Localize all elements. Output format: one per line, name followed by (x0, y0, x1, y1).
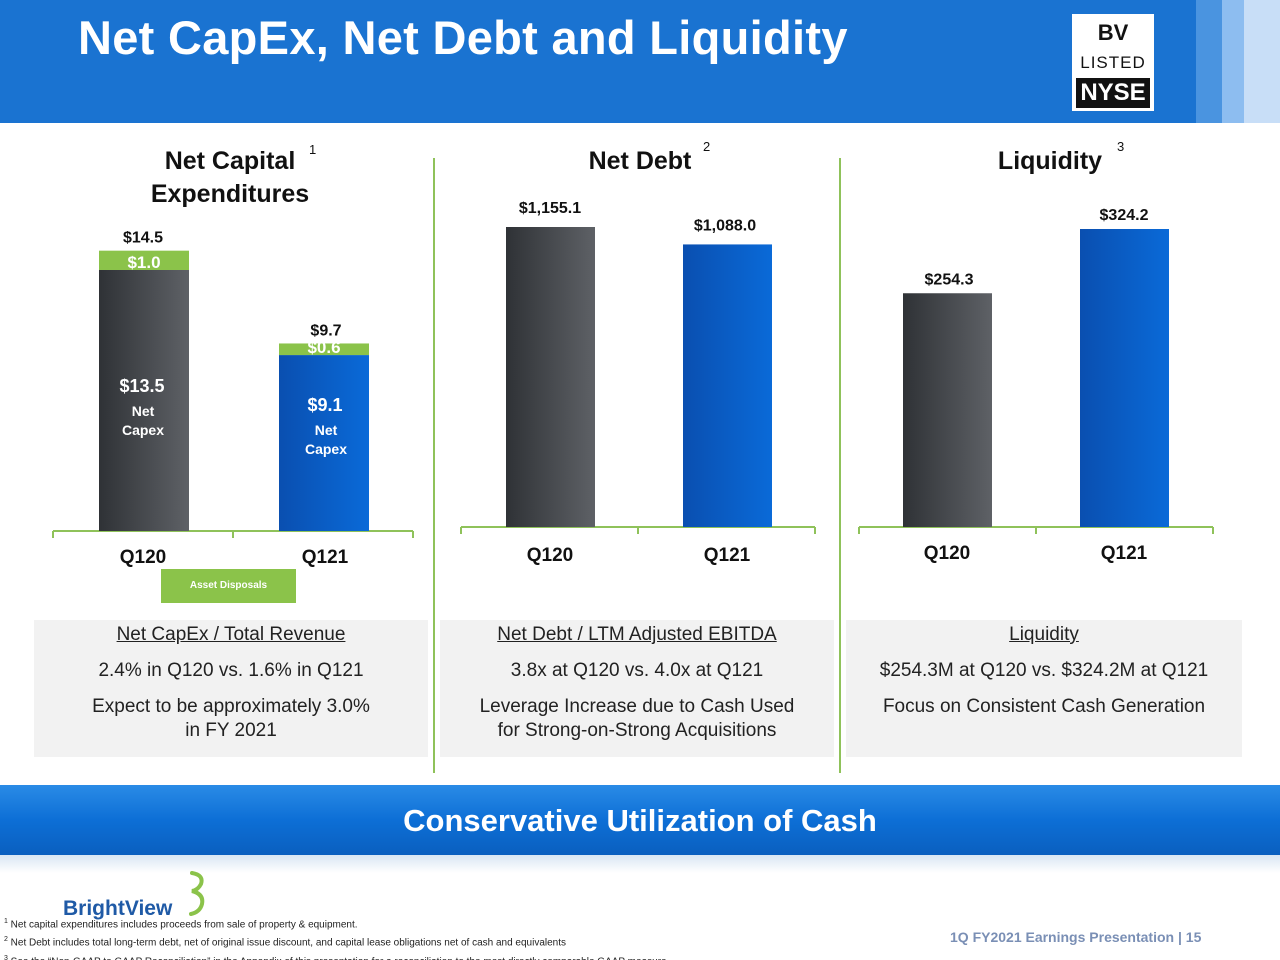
capex-footnote-ref: 1 (309, 142, 317, 157)
debt-info-heading: Net Debt / LTM Adjusted EBITDA (497, 624, 777, 645)
banner-text: Conservative Utilization of Cash (403, 803, 877, 838)
capex-net-label: $9.1 (307, 395, 342, 415)
badge-listed: LISTED (1080, 53, 1146, 72)
debt-title: Net Debt (588, 147, 692, 175)
panel-divider (433, 158, 435, 773)
capex-bar-disposal-Q121 (279, 343, 369, 356)
page-title: Net CapEx, Net Debt and Liquidity (78, 11, 848, 64)
liquidity-category-label: Q120 (924, 543, 970, 564)
debt-info-line1: 3.8x at Q120 vs. 4.0x at Q121 (510, 660, 764, 681)
capex-disposal-label: $0.6 (307, 338, 340, 357)
liquidity-footnote-ref: 3 (1117, 139, 1125, 154)
debt-bar-Q120 (506, 227, 595, 527)
debt-info-line2a: Leverage Increase due to Cash Used (479, 696, 795, 717)
capex-total-label: $9.7 (310, 322, 341, 339)
footnote-text: Net capital expenditures includes procee… (7, 919, 358, 931)
liquidity-category-label: Q121 (1101, 543, 1148, 564)
footnote-1: 1 Net capital expenditures includes proc… (4, 914, 667, 932)
header-stripe (1196, 0, 1222, 123)
capex-net-sublabel: Capex (305, 441, 347, 457)
footnote-3: 3 See the “Non-GAAP to GAAP Reconciliati… (4, 951, 667, 960)
footnote-number: 2 (4, 936, 8, 944)
debt-bar-Q121 (683, 244, 772, 527)
capex-info-heading: Net CapEx / Total Revenue (116, 624, 346, 645)
banner-shadow (0, 855, 1280, 873)
footnote-number: 1 (4, 918, 8, 925)
debt-value-label: $1,155.1 (519, 200, 581, 217)
badge-exchange: NYSE (1076, 78, 1150, 108)
liquidity-title: Liquidity (997, 147, 1103, 175)
liquidity-info-heading: Liquidity (1009, 624, 1079, 645)
debt-info-box: Net Debt / LTM Adjusted EBITDA 3.8x at Q… (440, 620, 834, 757)
capex-net-sublabel: Net (132, 403, 155, 419)
liquidity-info-box: Liquidity $254.3M at Q120 vs. $324.2M at… (846, 620, 1242, 757)
presentation-footer: 1Q FY2021 Earnings Presentation | 15 (950, 929, 1202, 945)
summary-banner: Conservative Utilization of Cash (0, 785, 1280, 855)
liquidity-value-label: $254.3 (925, 271, 974, 288)
capex-bar-net-Q120 (99, 270, 189, 531)
footnote-text: See the “Non-GAAP to GAAP Reconciliation… (8, 956, 667, 960)
footnote-text: Net Debt includes total long-term debt, … (7, 937, 567, 949)
debt-category-label: Q120 (527, 545, 573, 566)
footnotes: 1 Net capital expenditures includes proc… (4, 914, 667, 960)
liquidity-info-line2a: Focus on Consistent Cash Generation (882, 696, 1206, 717)
debt-info-line2b: for Strong-on-Strong Acquisitions (497, 720, 777, 741)
badge-ticker: BV (1097, 20, 1129, 45)
capex-info-line1: 2.4% in Q120 vs. 1.6% in Q121 (98, 660, 364, 681)
asset-disposals-legend: Asset Disposals (161, 569, 296, 603)
liquidity-bar-Q121 (1080, 229, 1169, 527)
capex-info-box: Net CapEx / Total Revenue 2.4% in Q120 v… (34, 620, 428, 757)
brand-mark-icon (189, 871, 205, 916)
capex-category-label: Q121 (302, 547, 349, 568)
debt-footnote-ref: 2 (703, 139, 711, 154)
capex-title-line1: Net Capital (164, 147, 296, 175)
capex-info-line2a: Expect to be approximately 3.0% (92, 696, 370, 717)
nyse-listed-badge: BV LISTED NYSE (1072, 14, 1154, 111)
capex-bar-net-Q121 (279, 355, 369, 531)
capex-bar-disposal-Q120 (99, 250, 189, 270)
liquidity-value-label: $324.2 (1100, 207, 1149, 224)
capex-category-label: Q120 (120, 547, 166, 568)
liquidity-info-line1: $254.3M at Q120 vs. $324.2M at Q121 (879, 660, 1209, 681)
capex-info-line2b: in FY 2021 (185, 720, 277, 741)
header-stripe (1244, 0, 1280, 123)
header-stripe (1222, 0, 1244, 123)
brand-wordmark: BrightView (63, 897, 173, 920)
capex-net-label: $13.5 (119, 376, 164, 396)
liquidity-bar-Q120 (903, 293, 992, 527)
capex-net-sublabel: Capex (122, 422, 164, 438)
charts-canvas: Q120 $14.5 $1.0 $13.5 Net Capex Q121 $9.7$0.6 $9… (52, 200, 1214, 568)
footnote-number: 3 (4, 954, 8, 960)
header-bar: Net CapEx, Net Debt and Liquidity BV LIS… (0, 0, 1280, 123)
capex-title-line2: Expenditures (150, 180, 310, 208)
capex-disposal-label: $1.0 (127, 253, 160, 272)
panel-divider (839, 158, 841, 773)
capex-net-sublabel: Net (315, 422, 338, 438)
debt-value-label: $1,088.0 (694, 217, 756, 234)
debt-category-label: Q121 (704, 545, 751, 566)
footnote-2: 2 Net Debt includes total long-term debt… (4, 932, 667, 950)
capex-total-label: $14.5 (123, 230, 163, 247)
